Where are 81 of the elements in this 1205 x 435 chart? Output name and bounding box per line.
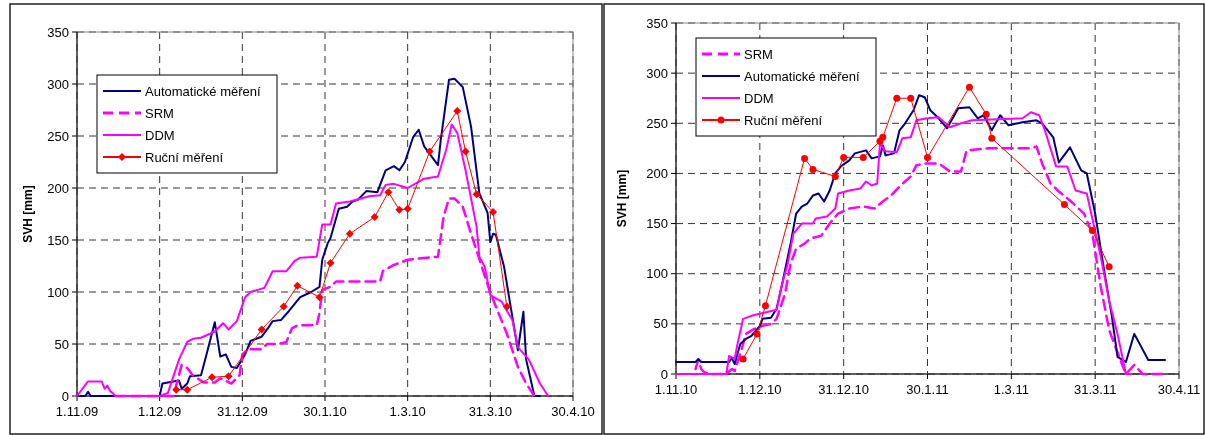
point (1060, 201, 1068, 209)
y-tick-label: 250 (646, 115, 668, 131)
x-tick-label: 1.11.09 (55, 404, 99, 419)
point (453, 107, 462, 116)
x-tick-label: 30.1.11 (906, 382, 949, 397)
y-tick-label: 100 (646, 266, 668, 282)
y-tick-label: 0 (61, 388, 69, 404)
point (1105, 263, 1113, 271)
y-tick-label: 0 (660, 366, 668, 382)
y-axis-title: SVH [mm] (21, 185, 35, 243)
y-tick-label: 50 (653, 316, 668, 332)
legend-label: SRM (744, 46, 773, 62)
point (489, 207, 498, 216)
line-series (675, 94, 1167, 365)
point (907, 94, 915, 102)
x-tick-label: 1.11.10 (654, 382, 698, 397)
point (326, 258, 335, 267)
line-series (76, 77, 541, 397)
legend-label: Automatické měření (744, 68, 860, 84)
point (315, 293, 324, 302)
y-tick-label: 350 (646, 15, 668, 31)
legend-label: Ruční měření (145, 149, 224, 165)
line-series (76, 123, 550, 397)
point (208, 373, 217, 382)
point (753, 330, 761, 338)
point (859, 153, 867, 161)
x-tick-label: 30.4.11 (1157, 382, 1201, 397)
point (502, 302, 511, 311)
y-tick-label: 50 (54, 336, 69, 352)
point (965, 83, 973, 91)
point (461, 147, 470, 156)
legend-label: Automatické měření (145, 83, 261, 99)
point (1088, 227, 1096, 235)
y-tick-label: 250 (47, 128, 69, 144)
point (831, 172, 839, 180)
x-tick-label: 1.3.10 (389, 404, 426, 419)
point (924, 153, 931, 161)
y-tick-label: 150 (646, 216, 668, 232)
point (172, 385, 181, 394)
point (224, 372, 233, 381)
point (293, 281, 302, 290)
legend-label: Ruční měření (744, 112, 823, 128)
legend-label: DDM (744, 90, 774, 106)
point (183, 385, 192, 394)
x-tick-label: 31.3.11 (1073, 382, 1117, 397)
x-tick-label: 31.12.10 (818, 382, 869, 397)
x-tick-label: 1.12.10 (738, 382, 782, 397)
x-tick-label: 31.3.10 (468, 404, 513, 419)
point (840, 153, 848, 161)
point (801, 154, 809, 162)
x-tick-label: 31.12.09 (217, 404, 268, 419)
point (893, 94, 901, 102)
point (761, 302, 769, 310)
x-tick-label: 30.1.10 (303, 404, 347, 419)
point (988, 134, 996, 142)
y-tick-label: 150 (47, 232, 69, 248)
x-tick-label: 1.3.11 (993, 382, 1029, 397)
y-tick-label: 300 (47, 76, 69, 92)
point (879, 133, 887, 141)
point (257, 325, 266, 334)
point (403, 204, 412, 213)
x-tick-label: 1.12.09 (137, 404, 182, 419)
point (345, 229, 354, 238)
point (279, 302, 288, 311)
legend-label: SRM (145, 105, 174, 121)
y-tick-label: 350 (47, 24, 69, 40)
x-tick-label: 30.4.10 (551, 404, 595, 419)
point (809, 165, 817, 173)
point (395, 205, 404, 214)
point (370, 213, 379, 222)
point (982, 110, 990, 118)
point (425, 147, 434, 156)
y-tick-label: 100 (47, 284, 69, 300)
y-tick-label: 300 (646, 65, 668, 81)
point (384, 188, 393, 197)
y-tick-label: 200 (646, 165, 668, 181)
y-tick-label: 200 (47, 180, 69, 196)
legend-label: DDM (145, 127, 175, 143)
point (739, 355, 747, 363)
point (472, 190, 481, 199)
y-axis-title: SVH [mm] (615, 169, 629, 228)
